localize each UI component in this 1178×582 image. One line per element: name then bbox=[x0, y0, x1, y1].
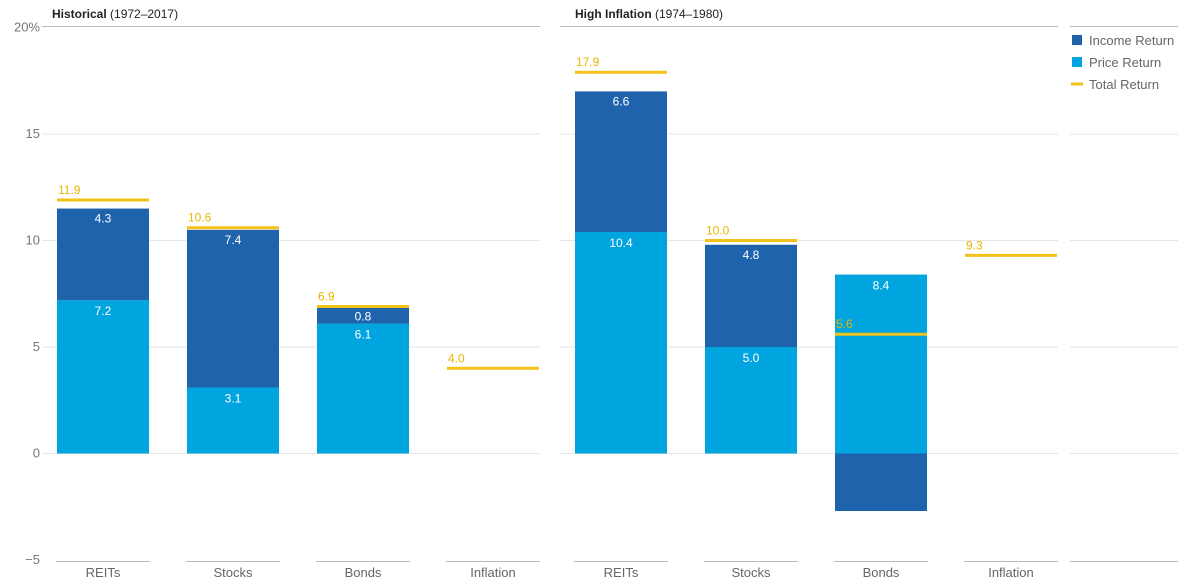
bar-income-return bbox=[187, 229, 279, 388]
panel-title-bold: Historical bbox=[52, 7, 107, 21]
total-return-label: 10.6 bbox=[188, 211, 212, 225]
price-return-label: 5.0 bbox=[743, 351, 760, 365]
bar-income-return bbox=[317, 306, 409, 324]
x-category-label: Inflation bbox=[988, 565, 1034, 580]
panel-title-period: (1972–2017) bbox=[107, 7, 178, 21]
total-return-label: 6.9 bbox=[318, 290, 335, 304]
x-category-label: Stocks bbox=[213, 565, 253, 580]
legend-label: Price Return bbox=[1089, 55, 1161, 70]
bar-price-return bbox=[317, 323, 409, 454]
total-return-label: 17.9 bbox=[576, 55, 600, 69]
income-return-label: 6.6 bbox=[613, 94, 630, 108]
legend-label: Total Return bbox=[1089, 77, 1159, 92]
price-return-label: 6.1 bbox=[355, 328, 372, 342]
y-tick-label: 10 bbox=[26, 233, 40, 248]
x-category-label: Bonds bbox=[345, 565, 382, 580]
total-return-label: 10.0 bbox=[706, 224, 730, 238]
total-return-label: 11.9 bbox=[58, 183, 81, 197]
legend: Income Return Price Return Total Return bbox=[1071, 33, 1174, 92]
y-tick-label: −5 bbox=[25, 552, 40, 567]
bar-price-return bbox=[57, 300, 149, 454]
bar-income-return bbox=[705, 244, 797, 347]
income-return-label: 4.8 bbox=[743, 248, 760, 262]
x-category-label: REITs bbox=[86, 565, 121, 580]
panel-title-period: (1974–1980) bbox=[652, 7, 723, 21]
price-return-label: 3.1 bbox=[225, 391, 242, 405]
y-tick-label: 15 bbox=[26, 126, 40, 141]
y-tick-label: 20% bbox=[14, 20, 40, 35]
legend-swatch-income bbox=[1072, 35, 1082, 45]
income-return-label: 0.8 bbox=[355, 310, 372, 324]
y-tick-label: 5 bbox=[33, 339, 40, 354]
panel-title: Historical (1972–2017) bbox=[52, 7, 178, 21]
income-return-label: 7.4 bbox=[225, 233, 242, 247]
total-return-label: 4.0 bbox=[448, 351, 465, 365]
legend-label: Income Return bbox=[1089, 33, 1174, 48]
bar-income-return bbox=[575, 91, 667, 232]
total-return-label: 9.3 bbox=[966, 238, 983, 252]
x-category-label: Stocks bbox=[731, 565, 771, 580]
bar-income-return bbox=[57, 208, 149, 301]
price-return-label: 7.2 bbox=[95, 304, 112, 318]
x-category-label: REITs bbox=[604, 565, 639, 580]
total-return-label: 5.6 bbox=[836, 317, 853, 331]
income-return-label: 4.3 bbox=[95, 212, 112, 226]
panel-title: High Inflation (1974–1980) bbox=[575, 7, 723, 21]
bar-price-return bbox=[575, 231, 667, 454]
bar-income-return bbox=[835, 453, 927, 512]
panel-title-bold: High Inflation bbox=[575, 7, 652, 21]
bar-price-return bbox=[835, 274, 927, 454]
y-tick-label: 0 bbox=[33, 446, 40, 461]
price-return-label: 8.4 bbox=[873, 279, 890, 293]
bar-price-return bbox=[705, 347, 797, 454]
bar-price-return bbox=[187, 387, 279, 454]
x-category-label: Inflation bbox=[470, 565, 516, 580]
legend-swatch-price bbox=[1072, 57, 1082, 67]
x-category-label: Bonds bbox=[863, 565, 900, 580]
price-return-label: 10.4 bbox=[609, 236, 633, 250]
